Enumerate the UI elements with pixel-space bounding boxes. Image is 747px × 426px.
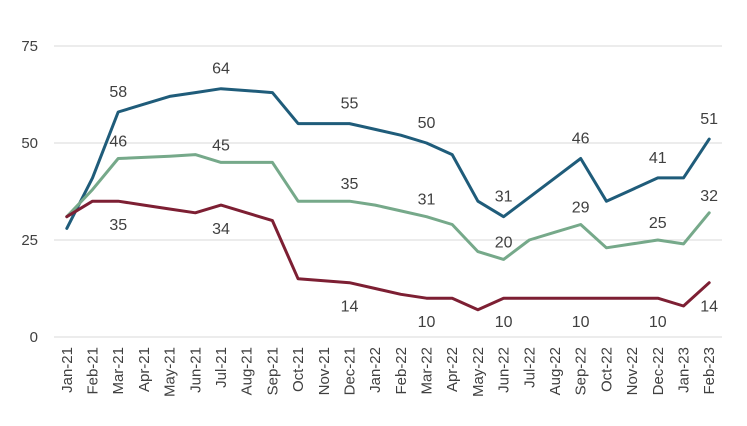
data-label: 55 [341,96,359,113]
x-tick-label: Nov-22 [624,347,641,395]
data-label: 31 [418,192,436,209]
data-label: 64 [212,61,230,78]
data-label: 29 [572,199,590,216]
data-label: 10 [418,314,436,331]
gridlines [54,45,722,338]
x-tick-label: Feb-22 [393,347,410,395]
x-tick-label: Aug-22 [547,347,564,395]
data-label: 10 [649,314,667,331]
x-tick-label: May-22 [470,347,487,397]
data-label: 46 [572,131,590,148]
x-tick-label: Dec-22 [650,347,667,395]
x-axis: Jan-21 Feb-21 Mar-21 Apr-21 May-21 Jun-21 Jul-… [59,347,718,397]
data-label: 35 [109,217,127,234]
y-tick-label: 75 [21,38,38,55]
x-tick-label: Nov-21 [316,347,333,395]
y-axis: 0 25 50 75 [21,38,38,346]
x-tick-label: Jan-21 [59,347,76,393]
x-tick-label: Jul-21 [213,347,230,388]
series-line [65,87,711,230]
x-tick-label: Apr-21 [136,347,153,392]
series-line [65,199,711,312]
y-tick-label: 0 [30,329,38,346]
x-tick-label: Feb-21 [85,347,102,395]
x-tick-label: Jun-22 [496,347,513,393]
series-lines [65,87,711,312]
data-label: 14 [700,299,718,316]
x-tick-label: Sep-22 [573,347,590,395]
x-tick-label: Jan-22 [367,347,384,393]
data-label: 34 [212,221,230,238]
data-label: 50 [418,115,436,132]
data-label: 41 [649,150,667,167]
x-tick-label: Oct-21 [290,347,307,392]
data-label: 14 [341,299,359,316]
x-tick-label: Jan-23 [675,347,692,393]
series-line [65,153,711,261]
data-label: 46 [109,134,127,151]
x-tick-label: Oct-22 [598,347,615,392]
x-tick-label: Jun-21 [187,347,204,393]
x-tick-label: Mar-21 [110,347,127,395]
data-label: 45 [212,137,230,154]
x-tick-label: Sep-21 [264,347,281,395]
data-label: 31 [495,189,513,206]
x-tick-label: Mar-22 [419,347,436,395]
y-tick-label: 50 [21,135,38,152]
x-tick-label: Aug-21 [239,347,256,395]
x-tick-label: Apr-22 [444,347,461,392]
data-label: 32 [700,188,718,205]
x-tick-label: Feb-23 [701,347,718,395]
data-label: 20 [495,234,513,251]
x-tick-label: Dec-21 [341,347,358,395]
data-label: 58 [109,84,127,101]
data-label: 51 [700,111,718,128]
x-tick-label: Jul-22 [521,347,538,388]
y-tick-label: 25 [21,232,38,249]
data-label: 25 [649,215,667,232]
data-label: 35 [341,176,359,193]
data-labels: 58 64 55 50 31 46 41 51 46 45 35 31 20 29 25 32 35 34 14 10… [109,61,718,332]
data-label: 10 [495,314,513,331]
data-label: 10 [572,314,590,331]
x-tick-label: May-21 [162,347,179,397]
